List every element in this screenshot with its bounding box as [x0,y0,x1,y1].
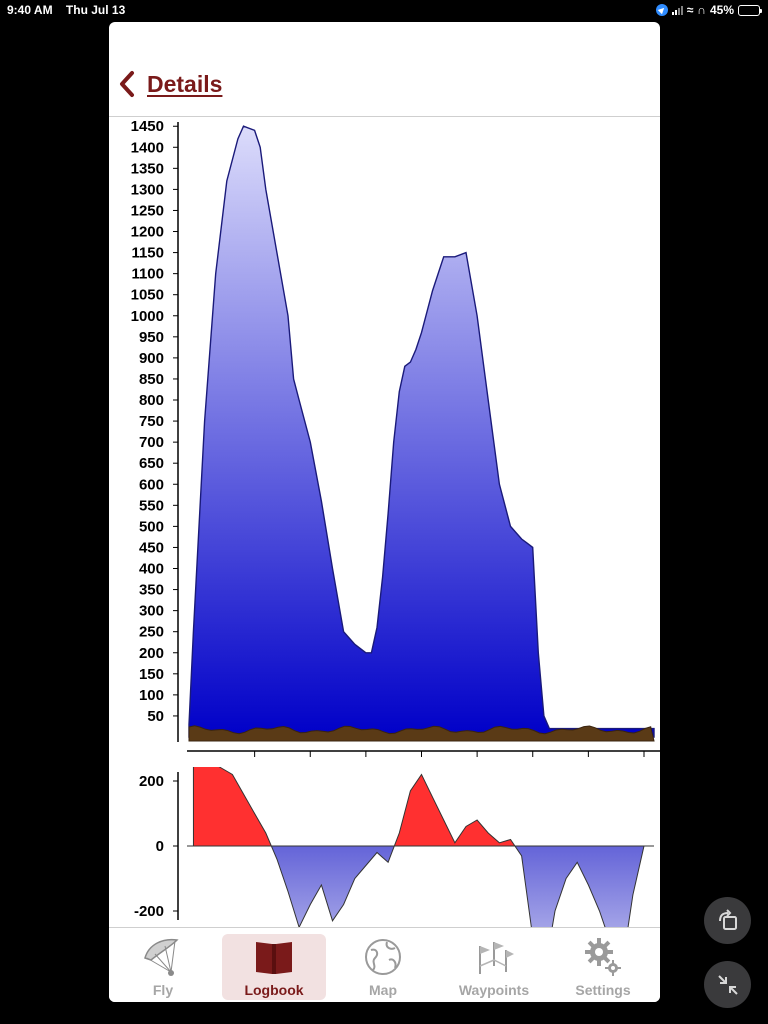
y-tick-label: 450 [139,539,164,556]
y-tick-label: 600 [139,476,164,493]
y-tick-label: 50 [147,708,164,725]
tab-map[interactable]: Map [331,934,435,1000]
terrain-series [188,725,655,742]
wifi-icon: ≈ [686,3,694,17]
battery-icon [738,4,762,16]
climb-series [192,767,645,846]
headphone-icon: ∩ [697,3,706,17]
tab-logbook[interactable]: Logbook [222,934,326,1000]
tab-bar: Fly Logbook Map Waypoints [109,927,660,1002]
y-tick-label: -200 [134,903,164,920]
y-tick-label: 1400 [131,139,164,156]
chevron-left-icon [120,71,134,97]
rotate-screen-button[interactable] [704,897,751,944]
y-tick-label: 1100 [131,266,164,283]
tab-fly-label: Fly [152,982,174,998]
flags-icon [479,942,514,974]
paraglider-icon [144,938,179,976]
y-tick-label: 1300 [131,181,164,198]
location-icon [655,4,668,16]
y-tick-label: 900 [139,350,164,367]
y-tick-label: 1200 [131,224,164,241]
vario-chart: 4002000-200-400 [134,767,654,927]
y-tick-label: 650 [139,455,164,472]
tab-fly[interactable]: Fly [111,934,215,1000]
sink-series [192,846,645,927]
y-tick-label: 1450 [131,118,164,135]
y-tick-label: 0 [156,838,164,855]
y-tick-label: 750 [139,413,164,430]
signal-icon [671,5,683,15]
y-tick-label: 550 [139,497,164,514]
status-time: 9:40 AM [7,3,53,17]
globe-icon [365,939,401,975]
y-tick-label: 950 [139,329,164,346]
tab-logbook-label: Logbook [244,982,304,998]
y-tick-label: 1350 [131,160,164,177]
y-tick-label: 200 [139,645,164,662]
y-tick-label: 850 [139,371,164,388]
tab-waypoints[interactable]: Waypoints [442,934,546,1000]
altitude-chart: 50 100 150 200 250 300 350 400 450 500 550 600 650 70… [131,118,660,757]
back-button[interactable]: Details [119,70,222,98]
battery-percent: 45% [709,3,734,17]
page-title: Details [147,70,223,97]
y-tick-label: 700 [139,434,164,451]
y-tick-label: 800 [139,392,164,409]
y-tick-label: 150 [139,666,164,683]
y-tick-label: 1150 [131,245,164,262]
rotate-icon [718,908,737,930]
status-bar: 9:40 AM Thu Jul 13 ≈ ∩ 45% [0,0,768,20]
nav-bar: Details [109,22,660,117]
y-tick-label: 500 [139,518,164,535]
app-window: Details 50 100 150 200 250 300 350 400 450 500 550… [109,22,660,1002]
y-tick-label: 250 [139,624,164,641]
tab-waypoints-label: Waypoints [458,982,530,998]
altitude-series [188,125,655,738]
status-date: Thu Jul 13 [65,3,126,17]
tab-settings[interactable]: Settings [551,934,655,1000]
y-tick-label: 350 [139,582,164,599]
y-tick-label: 100 [139,687,164,704]
gear-icon [585,938,621,976]
y-tick-label: 400 [139,561,164,578]
y-tick-label: 1250 [131,202,164,219]
tab-map-label: Map [369,982,397,998]
y-tick-label: 1000 [131,308,164,325]
y-tick-label: 200 [139,773,164,790]
y-tick-label: 300 [139,603,164,620]
book-icon [256,942,292,974]
y-tick-label: 1050 [131,287,164,304]
collapse-window-button[interactable] [704,961,751,1008]
collapse-icon [717,974,738,995]
tab-settings-label: Settings [575,982,631,998]
